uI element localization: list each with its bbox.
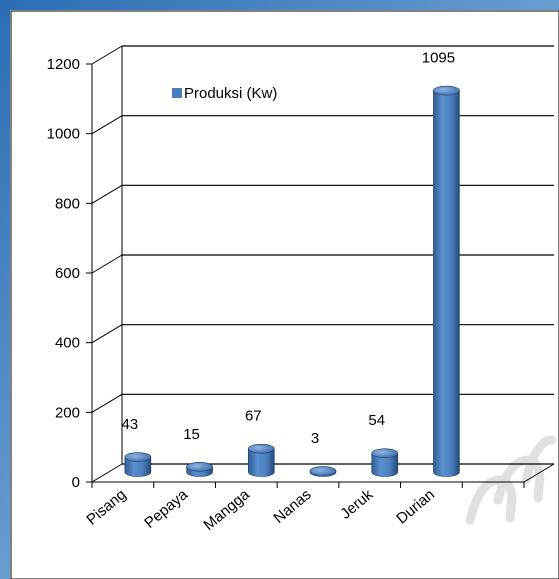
y-tick-label: 800	[55, 195, 80, 212]
legend: Produksi (Kw)	[172, 85, 277, 102]
data-labels: 43 15 67 3 54 1095	[122, 50, 456, 447]
y-tick-label: 400	[55, 335, 80, 352]
y-axis-ticks: 0 200 400 600 800 1000 1200	[47, 56, 92, 491]
y-tick-label: 600	[55, 265, 80, 282]
data-label-durian: 1095	[422, 50, 455, 67]
legend-swatch	[172, 88, 182, 98]
y-tick-label: 0	[72, 474, 80, 491]
data-label-pepaya: 15	[183, 426, 200, 443]
bar-nanas	[309, 466, 337, 477]
data-label-pisang: 43	[122, 416, 139, 433]
watermark	[465, 435, 557, 525]
data-label-mangga: 67	[245, 408, 262, 425]
bar-jeruk	[371, 448, 399, 477]
y-tick-label: 1200	[47, 56, 80, 73]
bar-pepaya	[186, 461, 213, 477]
data-label-jeruk: 54	[368, 412, 385, 429]
data-label-nanas: 3	[311, 430, 319, 447]
bar-durian	[433, 85, 460, 477]
bar-mangga	[247, 443, 275, 477]
y-tick-label: 1000	[47, 126, 80, 143]
plot-panel	[10, 10, 559, 579]
legend-label: Produksi (Kw)	[184, 85, 277, 102]
bars	[124, 85, 460, 477]
y-tick-label: 200	[55, 404, 80, 421]
bar-pisang	[124, 452, 152, 477]
